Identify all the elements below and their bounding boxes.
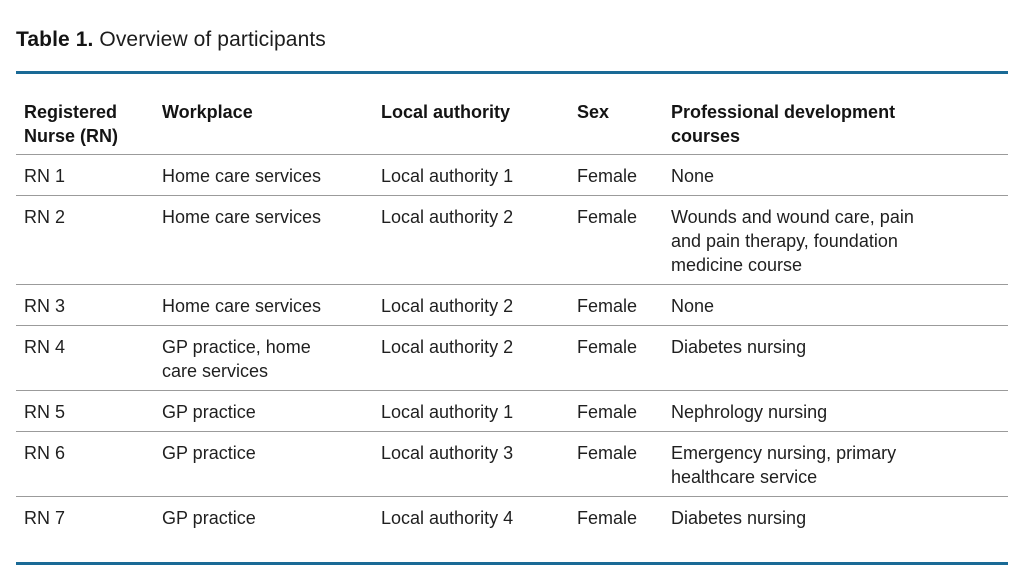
top-accent-rule [16, 71, 1008, 74]
cell-local-authority: Local authority 2 [373, 195, 569, 285]
cell-local-authority: Local authority 1 [373, 390, 569, 432]
bottom-accent-rule [16, 562, 1008, 565]
table-caption-label: Table 1. [16, 28, 94, 51]
cell-sex: Female [569, 195, 663, 285]
table-body: RN 1 Home care services Local authority … [16, 154, 1008, 563]
cell-local-authority: Local authority 2 [373, 325, 569, 391]
table-caption-text: Overview of participants [99, 28, 326, 51]
cell-courses: Nephrology nursing [663, 390, 1008, 432]
table-row-rn3: RN 3 Home care services Local authority … [16, 284, 1008, 326]
column-header-workplace: Workplace [154, 74, 373, 155]
cell-sex: Female [577, 508, 638, 528]
column-header-local-authority: Local authority [373, 74, 569, 155]
cell-sex: Female [569, 431, 663, 497]
cell-workplace: GP practice [154, 390, 373, 432]
cell-rn: RN 1 [16, 154, 154, 196]
article-table-block: Table 1. Overview of participants Regist… [16, 0, 1008, 565]
cell-workplace: GP practice, home care services [154, 325, 373, 391]
cell-sex: Female [569, 154, 663, 196]
cell-courses: Emergency nursing, primary healthcare se… [663, 431, 1008, 497]
cell-courses: Wounds and wound care, pain and pain the… [663, 195, 1008, 285]
cell-sex: Female [569, 390, 663, 432]
table-row-rn7: RN 7 GP practice Local authority 4 Femal… [16, 497, 1008, 563]
cell-courses: None [663, 284, 1008, 326]
cell-local-authority: Local authority 3 [373, 431, 569, 497]
cell-workplace: Home care services [154, 154, 373, 196]
column-header-sex: Sex [569, 74, 663, 155]
cell-workplace: Home care services [154, 195, 373, 285]
column-header-professional-development: Professional development courses [663, 74, 1008, 155]
cell-sex: Female [569, 325, 663, 391]
table-row-rn6: RN 6 GP practice Local authority 3 Femal… [16, 431, 1008, 497]
participants-table: Registered Nurse (RN) Workplace Local au… [16, 74, 1008, 562]
cell-rn: RN 3 [16, 284, 154, 326]
cell-local-authority: Local authority 4 [381, 508, 514, 528]
table-row-rn4: RN 4 GP practice, home care services Loc… [16, 325, 1008, 391]
cell-courses: None [663, 154, 1008, 196]
table-row-rn5: RN 5 GP practice Local authority 1 Femal… [16, 390, 1008, 432]
cell-rn: RN 2 [16, 195, 154, 285]
column-header-registered-nurse: Registered Nurse (RN) [16, 74, 154, 155]
cell-local-authority: Local authority 2 [373, 284, 569, 326]
cell-rn: RN 6 [16, 431, 154, 497]
table-caption: Table 1. Overview of participants [16, 26, 1008, 54]
table-header: Registered Nurse (RN) Workplace Local au… [16, 74, 1008, 155]
cell-rn: RN 5 [16, 390, 154, 432]
cell-courses: Diabetes nursing [663, 325, 1008, 391]
cell-workplace: Home care services [154, 284, 373, 326]
table-row-rn2: RN 2 Home care services Local authority … [16, 195, 1008, 285]
cell-local-authority: Local authority 1 [373, 154, 569, 196]
header-row: Registered Nurse (RN) Workplace Local au… [16, 74, 1008, 155]
cell-courses: Diabetes nursing [671, 508, 807, 528]
cell-rn: RN 7 [24, 508, 66, 528]
cell-workplace: GP practice [162, 508, 256, 528]
table-row-rn1: RN 1 Home care services Local authority … [16, 154, 1008, 196]
cell-rn: RN 4 [16, 325, 154, 391]
cell-sex: Female [569, 284, 663, 326]
cell-workplace: GP practice [154, 431, 373, 497]
